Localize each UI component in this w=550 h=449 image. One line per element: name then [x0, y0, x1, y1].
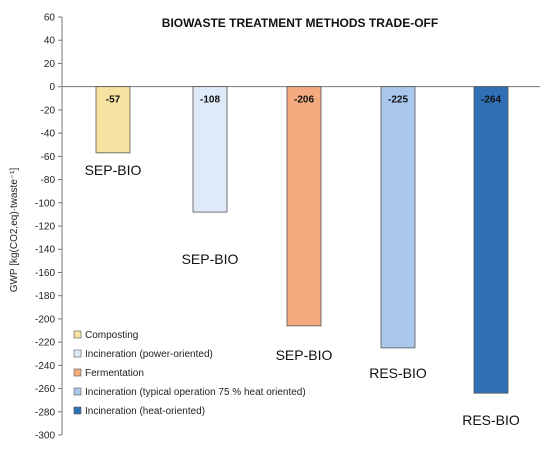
bar-category-label: RES-BIO [462, 412, 520, 428]
legend-label: Fermentation [85, 368, 144, 379]
bar [192, 86, 228, 213]
bar-category-label: SEP-BIO [182, 251, 239, 267]
bar-value-label: -108 [200, 95, 220, 106]
legend-item: Incineration (power-oriented) [73, 349, 213, 360]
bar-category-label: SEP-BIO [276, 347, 333, 363]
y-axis-label: GWP [kg(CO2,eq)·twaste⁻¹] [9, 168, 20, 293]
bar-group: -57 SEP-BIO [85, 86, 142, 178]
legend-swatch [73, 387, 82, 396]
legend-label: Incineration (typical operation 75 % hea… [85, 387, 306, 398]
bar [286, 86, 322, 327]
bar [380, 86, 416, 349]
bar [473, 86, 509, 394]
legend-swatch [73, 330, 82, 339]
y-tick-label: -180 [35, 291, 55, 302]
y-tick-label: 20 [44, 59, 56, 70]
bar-category-label: RES-BIO [369, 365, 427, 381]
bar-group: -264 RES-BIO [462, 86, 520, 428]
y-tick-label: -40 [41, 129, 56, 140]
bar-value-label: -206 [294, 95, 314, 106]
bar-group: -206 SEP-BIO [276, 86, 333, 363]
y-tick-label: -160 [35, 268, 55, 279]
bar-group: -108 SEP-BIO [182, 86, 239, 267]
y-tick-label: -120 [35, 222, 55, 233]
y-tick-label: -280 [35, 407, 55, 418]
bar-value-label: -225 [388, 95, 408, 106]
legend-item: Incineration (heat-oriented) [73, 406, 205, 417]
bars: -57 SEP-BIO -108 SEP-BIO -206 SEP-BIO -225 RES-… [85, 86, 520, 428]
y-tick-label: -220 [35, 338, 55, 349]
legend-swatch [73, 368, 82, 377]
legend-label: Incineration (power-oriented) [85, 349, 213, 360]
legend-swatch [73, 349, 82, 358]
y-tick-label: -20 [41, 105, 56, 116]
legend-swatch [73, 406, 82, 415]
y-tick-label: -240 [35, 361, 55, 372]
y-tick-label: -140 [35, 245, 55, 256]
legend-item: Composting [73, 330, 138, 341]
y-tick-label: 60 [44, 13, 56, 24]
y-tick-label: -60 [41, 152, 56, 163]
y-axis-label-text: GWP [kg(CO2,eq)·twaste⁻¹] [9, 168, 20, 293]
y-tick-label: 40 [44, 36, 56, 47]
bar-group: -225 RES-BIO [369, 86, 427, 381]
bar-value-label: -264 [481, 95, 501, 106]
y-tick-label: -80 [41, 175, 56, 186]
chart-title: BIOWASTE TREATMENT METHODS TRADE-OFF [162, 16, 438, 30]
y-tick-label: 0 [49, 82, 55, 93]
bar-value-label: -57 [106, 95, 121, 106]
legend-label: Incineration (heat-oriented) [85, 406, 205, 417]
y-tick-label: -260 [35, 384, 55, 395]
legend-item: Fermentation [73, 368, 144, 379]
y-tick-label: -200 [35, 314, 55, 325]
legend-label: Composting [85, 330, 138, 341]
y-tick-label: -100 [35, 198, 55, 209]
bar-category-label: SEP-BIO [85, 162, 142, 178]
legend: Composting Incineration (power-oriented) F… [73, 330, 306, 417]
y-tick-label: -300 [35, 431, 55, 442]
bar [95, 86, 131, 154]
legend-item: Incineration (typical operation 75 % hea… [73, 387, 306, 398]
